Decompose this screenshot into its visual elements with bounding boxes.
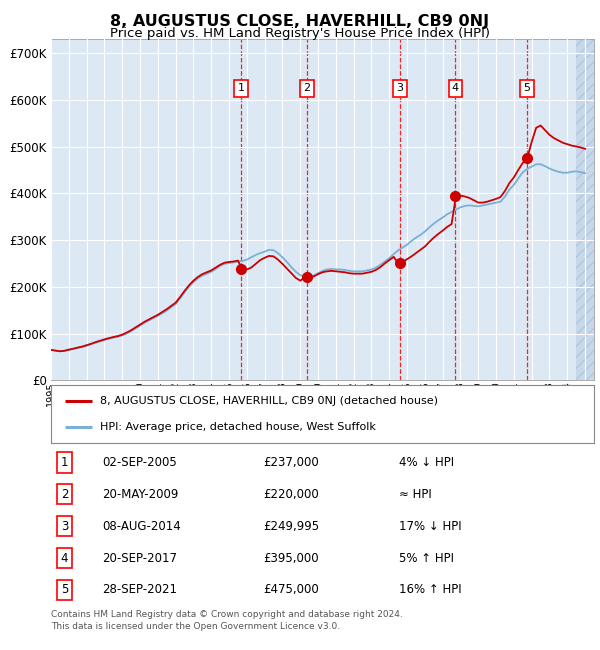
- Text: 08-AUG-2014: 08-AUG-2014: [103, 520, 181, 533]
- Text: 5: 5: [61, 584, 68, 597]
- Text: 4: 4: [61, 551, 68, 564]
- Text: £237,000: £237,000: [263, 456, 319, 469]
- Text: £249,995: £249,995: [263, 520, 319, 533]
- Text: 2: 2: [61, 488, 68, 500]
- Text: 20-MAY-2009: 20-MAY-2009: [103, 488, 179, 500]
- Text: 16% ↑ HPI: 16% ↑ HPI: [398, 584, 461, 597]
- Text: Contains HM Land Registry data © Crown copyright and database right 2024.
This d: Contains HM Land Registry data © Crown c…: [51, 610, 403, 631]
- Text: 8, AUGUSTUS CLOSE, HAVERHILL, CB9 0NJ (detached house): 8, AUGUSTUS CLOSE, HAVERHILL, CB9 0NJ (d…: [100, 396, 438, 406]
- Text: 1: 1: [238, 83, 244, 94]
- Text: 4: 4: [452, 83, 459, 94]
- Text: 17% ↓ HPI: 17% ↓ HPI: [398, 520, 461, 533]
- Text: Price paid vs. HM Land Registry's House Price Index (HPI): Price paid vs. HM Land Registry's House …: [110, 27, 490, 40]
- Text: 5% ↑ HPI: 5% ↑ HPI: [398, 551, 454, 564]
- Text: 4% ↓ HPI: 4% ↓ HPI: [398, 456, 454, 469]
- Text: 3: 3: [397, 83, 403, 94]
- Text: 2: 2: [304, 83, 311, 94]
- Text: 3: 3: [61, 520, 68, 533]
- Text: HPI: Average price, detached house, West Suffolk: HPI: Average price, detached house, West…: [100, 422, 376, 432]
- Text: ≈ HPI: ≈ HPI: [398, 488, 431, 500]
- Text: 8, AUGUSTUS CLOSE, HAVERHILL, CB9 0NJ: 8, AUGUSTUS CLOSE, HAVERHILL, CB9 0NJ: [110, 14, 490, 29]
- Text: 20-SEP-2017: 20-SEP-2017: [103, 551, 178, 564]
- Text: 5: 5: [524, 83, 530, 94]
- Bar: [576, 39, 594, 380]
- Text: £220,000: £220,000: [263, 488, 319, 500]
- Bar: [576, 39, 594, 380]
- Text: £395,000: £395,000: [263, 551, 319, 564]
- Text: 02-SEP-2005: 02-SEP-2005: [103, 456, 178, 469]
- Text: 1: 1: [61, 456, 68, 469]
- Text: 28-SEP-2021: 28-SEP-2021: [103, 584, 178, 597]
- Text: £475,000: £475,000: [263, 584, 319, 597]
